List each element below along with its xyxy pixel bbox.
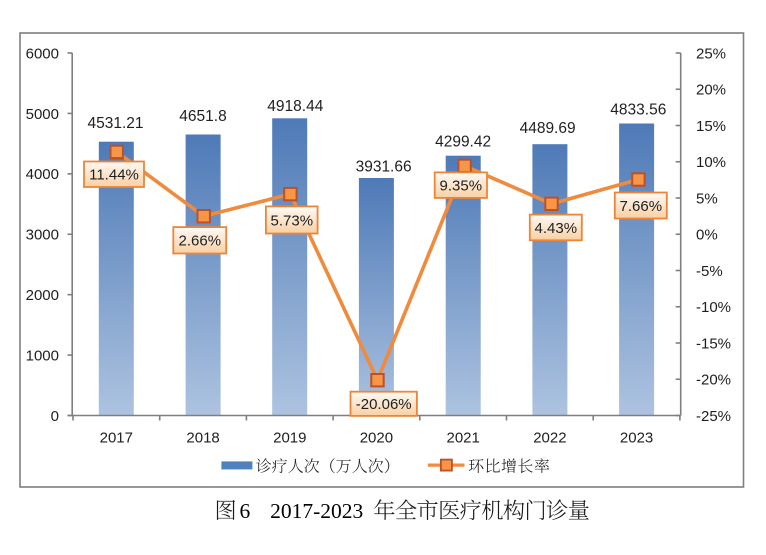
svg-text:2.66%: 2.66%: [179, 233, 222, 250]
svg-text:25%: 25%: [696, 45, 726, 62]
svg-text:2000: 2000: [26, 287, 59, 304]
svg-text:4651.8: 4651.8: [179, 108, 226, 125]
svg-text:1000: 1000: [26, 348, 59, 365]
svg-text:4.43%: 4.43%: [535, 220, 578, 237]
svg-text:11.44%: 11.44%: [89, 167, 139, 184]
svg-text:2017: 2017: [100, 430, 133, 447]
svg-text:6: 6: [240, 499, 251, 523]
svg-text:2021: 2021: [447, 430, 480, 447]
svg-text:7.66%: 7.66%: [620, 198, 663, 215]
svg-text:2018: 2018: [186, 430, 219, 447]
svg-text:9.35%: 9.35%: [440, 178, 483, 195]
svg-text:-20%: -20%: [696, 372, 731, 389]
svg-text:10%: 10%: [696, 154, 726, 171]
svg-text:6000: 6000: [26, 45, 59, 62]
svg-text:4000: 4000: [26, 166, 59, 183]
svg-text:2020: 2020: [360, 430, 393, 447]
svg-text:4833.56: 4833.56: [610, 102, 666, 119]
svg-text:4489.69: 4489.69: [520, 120, 576, 137]
svg-text:2022: 2022: [533, 430, 566, 447]
svg-text:2019: 2019: [273, 430, 306, 447]
svg-text:3000: 3000: [26, 227, 59, 244]
svg-text:4299.42: 4299.42: [435, 134, 491, 151]
svg-text:-25%: -25%: [696, 408, 731, 425]
svg-text:3931.66: 3931.66: [356, 159, 412, 176]
svg-text:4531.21: 4531.21: [87, 115, 143, 132]
svg-text:5000: 5000: [26, 106, 59, 123]
svg-text:5.73%: 5.73%: [271, 212, 314, 229]
svg-text:-5%: -5%: [696, 263, 723, 280]
svg-text:15%: 15%: [696, 118, 726, 135]
svg-text:4918.44: 4918.44: [267, 98, 323, 115]
svg-text:-10%: -10%: [696, 299, 731, 316]
svg-text:-20.06%: -20.06%: [356, 396, 412, 413]
svg-text:0%: 0%: [696, 227, 718, 244]
svg-text:5%: 5%: [696, 190, 718, 207]
svg-text:20%: 20%: [696, 82, 726, 99]
svg-text:2023: 2023: [620, 430, 653, 447]
svg-text:2017-2023: 2017-2023: [270, 499, 363, 523]
svg-text:0: 0: [51, 408, 59, 425]
svg-text:-15%: -15%: [696, 335, 731, 352]
